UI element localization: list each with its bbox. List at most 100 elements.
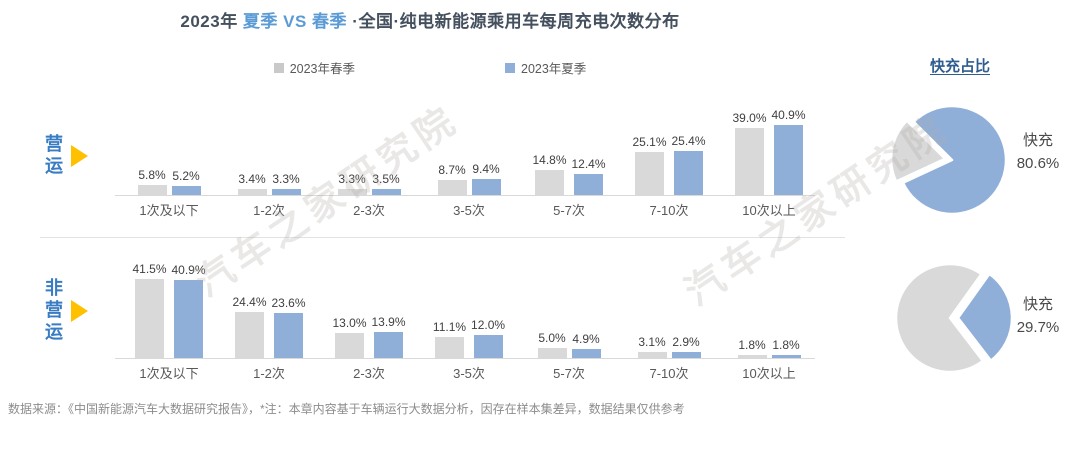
bar-spring-2023 bbox=[334, 333, 364, 358]
bar-unit: 25.1% bbox=[632, 135, 667, 195]
bar-value-label: 14.8% bbox=[532, 153, 567, 167]
pie-slice-fast-charge bbox=[901, 104, 1008, 216]
bar-value-label: 5.2% bbox=[172, 169, 200, 183]
bar-group: 13.0% 13.9% 2-3次 bbox=[319, 258, 419, 381]
category-label: 10次以上 bbox=[742, 203, 796, 218]
bar-group: 5.8% 5.2% 1次及以下 bbox=[119, 103, 219, 218]
pie-label-operational: 快充 80.6% bbox=[1005, 129, 1071, 176]
pie-chart-operational bbox=[889, 104, 1008, 216]
bar-summer-2023 bbox=[774, 125, 804, 195]
bar-spring-2023 bbox=[734, 128, 764, 195]
bar-value-label: 8.7% bbox=[438, 163, 466, 177]
bar-unit: 23.6% bbox=[272, 296, 306, 358]
category-label: 7-10次 bbox=[649, 366, 689, 381]
bar-summer-2023 bbox=[471, 179, 501, 195]
yellow-triangle-icon bbox=[71, 144, 88, 167]
x-axis-non-operational bbox=[115, 358, 815, 359]
bar-summer-2023 bbox=[671, 352, 701, 358]
bar-unit: 14.8% bbox=[532, 153, 567, 195]
category-label: 2-3次 bbox=[353, 203, 385, 218]
category-label: 1-2次 bbox=[253, 203, 285, 218]
bar-spring-2023 bbox=[134, 279, 164, 358]
bar-value-label: 4.9% bbox=[572, 332, 600, 346]
bar-unit: 3.3% bbox=[271, 172, 301, 195]
category-label: 7-10次 bbox=[649, 203, 689, 218]
legend-item-summer: 2023年夏季 bbox=[505, 58, 586, 77]
pie-label-name: 快充 bbox=[1022, 132, 1053, 149]
bar-unit: 5.0% bbox=[537, 331, 567, 358]
bar-group: 8.7% 9.4% 3-5次 bbox=[419, 103, 519, 218]
bar-unit: 3.4% bbox=[237, 172, 267, 195]
bar-summer-2023 bbox=[174, 280, 204, 358]
category-label: 1次及以下 bbox=[139, 366, 199, 381]
bar-spring-2023 bbox=[634, 152, 664, 195]
bar-unit: 1.8% bbox=[737, 338, 767, 358]
x-axis-operational bbox=[115, 195, 815, 196]
bar-summer-2023 bbox=[371, 189, 401, 195]
row-label-operational-text: 营运 bbox=[45, 134, 63, 176]
bar-unit: 24.4% bbox=[232, 295, 267, 358]
bar-value-label: 5.0% bbox=[538, 331, 566, 345]
bar-value-label: 3.5% bbox=[372, 172, 400, 186]
bar-summer-2023 bbox=[473, 335, 503, 358]
bar-group: 41.5% 40.9% 1次及以下 bbox=[119, 258, 219, 381]
bar-unit: 1.8% bbox=[771, 338, 801, 358]
bar-unit: 39.0% bbox=[732, 111, 767, 195]
bar-unit: 40.9% bbox=[172, 263, 206, 358]
bar-chart-operational: 5.8% 5.2% 1次及以下 3.4% 3.3% 1-2次 3.3% 3.5% 2-3次 8.7… bbox=[119, 103, 819, 218]
bar-spring-2023 bbox=[237, 189, 267, 195]
bar-unit: 9.4% bbox=[471, 162, 501, 195]
bar-summer-2023 bbox=[271, 189, 301, 195]
bar-group: 14.8% 12.4% 5-7次 bbox=[519, 103, 619, 218]
bar-value-label: 25.4% bbox=[671, 134, 706, 148]
bar-summer-2023 bbox=[374, 332, 404, 358]
bar-value-label: 13.0% bbox=[332, 316, 367, 330]
bar-unit: 40.9% bbox=[772, 108, 806, 195]
bar-spring-2023 bbox=[737, 355, 767, 358]
bar-value-label: 40.9% bbox=[171, 263, 206, 277]
bar-summer-2023 bbox=[771, 355, 801, 358]
bar-value-label: 12.4% bbox=[571, 157, 606, 171]
category-label: 3-5次 bbox=[453, 366, 485, 381]
category-label: 5-7次 bbox=[553, 203, 585, 218]
bar-chart-non-operational: 41.5% 40.9% 1次及以下 24.4% 23.6% 1-2次 13.0% 13.9% 2… bbox=[119, 258, 819, 381]
bar-unit: 5.2% bbox=[171, 169, 201, 195]
bar-unit: 3.5% bbox=[371, 172, 401, 195]
bar-unit: 4.9% bbox=[571, 332, 601, 358]
bar-summer-2023 bbox=[171, 186, 201, 195]
legend-item-spring: 2023年春季 bbox=[273, 58, 355, 77]
bar-group: 25.1% 25.4% 7-10次 bbox=[619, 103, 719, 218]
bar-value-label: 41.5% bbox=[132, 262, 167, 276]
bar-summer-2023 bbox=[674, 151, 704, 195]
bar-spring-2023 bbox=[234, 312, 264, 358]
bar-unit: 8.7% bbox=[437, 163, 467, 195]
bar-value-label: 3.4% bbox=[238, 172, 266, 186]
pie-label-value: 29.7% bbox=[1016, 319, 1060, 337]
bar-group: 3.3% 3.5% 2-3次 bbox=[319, 103, 419, 218]
bar-summer-2023 bbox=[574, 174, 604, 195]
bar-unit: 3.3% bbox=[337, 172, 367, 195]
bar-value-label: 1.8% bbox=[772, 338, 800, 352]
bar-group: 1.8% 1.8% 10次以上 bbox=[719, 258, 819, 381]
title-prefix: 2023年 bbox=[180, 12, 243, 31]
bar-spring-2023 bbox=[537, 348, 567, 358]
footer-source-note: 数据来源：《中国新能源汽车大数据研究报告》，*注：本章内容基于车辆运行大数据分析… bbox=[8, 402, 685, 416]
bar-unit: 13.0% bbox=[332, 316, 367, 358]
bar-group: 3.4% 3.3% 1-2次 bbox=[219, 103, 319, 218]
bar-value-label: 1.8% bbox=[738, 338, 766, 352]
bar-unit: 41.5% bbox=[132, 262, 167, 358]
bar-value-label: 13.9% bbox=[371, 315, 406, 329]
bar-value-label: 23.6% bbox=[271, 296, 306, 310]
pie-slice-remainder bbox=[889, 119, 947, 183]
bar-value-label: 11.1% bbox=[432, 320, 467, 334]
bar-group: 11.1% 12.0% 3-5次 bbox=[419, 258, 519, 381]
category-label: 2-3次 bbox=[353, 366, 385, 381]
chart-legend: 2023年春季 2023年夏季 bbox=[90, 58, 770, 77]
bar-group: 3.1% 2.9% 7-10次 bbox=[619, 258, 719, 381]
category-label: 5-7次 bbox=[553, 366, 585, 381]
category-label: 1-2次 bbox=[253, 366, 285, 381]
bar-value-label: 40.9% bbox=[771, 108, 806, 122]
title-season-highlight: 夏季 VS 春季 bbox=[242, 12, 353, 31]
bar-value-label: 3.3% bbox=[338, 172, 366, 186]
fast-charge-panel-title: 快充占比 bbox=[929, 58, 990, 75]
